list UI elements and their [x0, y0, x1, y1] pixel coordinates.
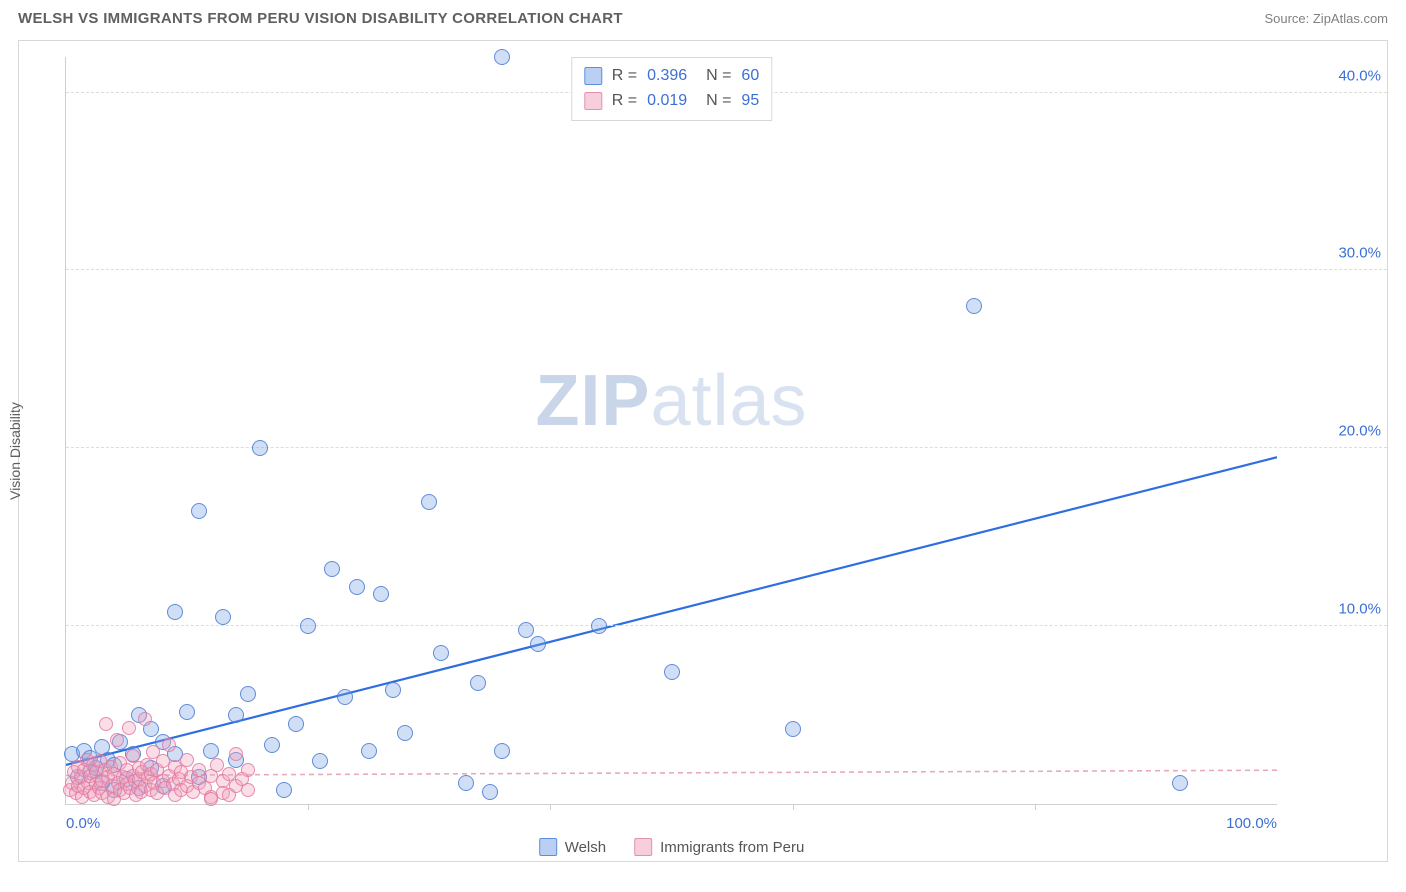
data-point-peru [204, 792, 218, 806]
data-point-welsh [397, 725, 413, 741]
data-point-welsh [264, 737, 280, 753]
data-point-welsh [167, 604, 183, 620]
swatch-blue-icon [539, 838, 557, 856]
chart-title: WELSH VS IMMIGRANTS FROM PERU VISION DIS… [18, 10, 623, 27]
y-axis-label: Vision Disability [7, 402, 23, 500]
data-point-welsh [421, 494, 437, 510]
y-tick-label: 40.0% [1338, 67, 1381, 84]
data-point-peru [180, 753, 194, 767]
data-point-welsh [276, 782, 292, 798]
series-legend: Welsh Immigrants from Peru [539, 838, 805, 856]
data-point-welsh [288, 716, 304, 732]
x-tick-mark [550, 804, 551, 810]
x-tick-mark [1035, 804, 1036, 810]
data-point-welsh [530, 636, 546, 652]
swatch-pink-icon [584, 92, 602, 110]
watermark: ZIPatlas [535, 360, 807, 442]
x-tick-label: 0.0% [66, 815, 100, 832]
data-point-welsh [664, 664, 680, 680]
n-value-welsh: 60 [741, 64, 759, 89]
data-point-welsh [337, 689, 353, 705]
data-point-welsh [494, 49, 510, 65]
data-point-peru [110, 733, 124, 747]
x-tick-label: 100.0% [1226, 815, 1277, 832]
data-point-welsh [312, 753, 328, 769]
data-point-welsh [966, 298, 982, 314]
data-point-welsh [191, 503, 207, 519]
watermark-zip: ZIP [535, 361, 650, 441]
data-point-welsh [252, 440, 268, 456]
data-point-welsh [203, 743, 219, 759]
n-label: N = [697, 89, 731, 114]
swatch-pink-icon [634, 838, 652, 856]
data-point-welsh [179, 704, 195, 720]
gridline [66, 625, 1387, 626]
data-point-peru [241, 763, 255, 777]
data-point-welsh [361, 743, 377, 759]
r-value-welsh: 0.396 [647, 64, 687, 89]
data-point-welsh [240, 686, 256, 702]
trend-line [66, 457, 1277, 765]
watermark-atlas: atlas [650, 361, 807, 441]
y-tick-label: 10.0% [1338, 601, 1381, 618]
data-point-welsh [215, 609, 231, 625]
stats-legend: R = 0.396 N = 60 R = 0.019 N = 95 [571, 57, 772, 121]
data-point-welsh [494, 743, 510, 759]
source-attribution: Source: ZipAtlas.com [1264, 11, 1388, 26]
y-tick-label: 20.0% [1338, 423, 1381, 440]
n-value-peru: 95 [741, 89, 759, 114]
data-point-peru [241, 783, 255, 797]
stats-row-peru: R = 0.019 N = 95 [584, 89, 759, 114]
data-point-welsh [591, 618, 607, 634]
data-point-peru [99, 717, 113, 731]
legend-label-peru: Immigrants from Peru [660, 839, 804, 856]
chart-container: Vision Disability ZIPatlas R = 0.396 N =… [18, 40, 1388, 862]
data-point-peru [222, 788, 236, 802]
x-tick-mark [308, 804, 309, 810]
data-point-welsh [470, 675, 486, 691]
data-point-peru [122, 721, 136, 735]
data-point-welsh [385, 682, 401, 698]
data-point-welsh [518, 622, 534, 638]
data-point-welsh [1172, 775, 1188, 791]
legend-label-welsh: Welsh [565, 839, 606, 856]
data-point-welsh [785, 721, 801, 737]
data-point-welsh [458, 775, 474, 791]
stats-row-welsh: R = 0.396 N = 60 [584, 64, 759, 89]
data-point-welsh [228, 707, 244, 723]
legend-item-peru: Immigrants from Peru [634, 838, 804, 856]
data-point-welsh [433, 645, 449, 661]
data-point-welsh [324, 561, 340, 577]
legend-item-welsh: Welsh [539, 838, 606, 856]
y-tick-label: 30.0% [1338, 245, 1381, 262]
chart-header: WELSH VS IMMIGRANTS FROM PERU VISION DIS… [0, 0, 1406, 33]
x-tick-mark [793, 804, 794, 810]
r-value-peru: 0.019 [647, 89, 687, 114]
data-point-peru [138, 712, 152, 726]
data-point-welsh [482, 784, 498, 800]
r-label: R = [612, 64, 637, 89]
data-point-peru [229, 747, 243, 761]
data-point-welsh [300, 618, 316, 634]
n-label: N = [697, 64, 731, 89]
data-point-welsh [373, 586, 389, 602]
plot-area: ZIPatlas R = 0.396 N = 60 R = 0.019 N = … [65, 57, 1277, 805]
data-point-welsh [349, 579, 365, 595]
swatch-blue-icon [584, 67, 602, 85]
r-label: R = [612, 89, 637, 114]
gridline [66, 269, 1387, 270]
data-point-peru [162, 738, 176, 752]
